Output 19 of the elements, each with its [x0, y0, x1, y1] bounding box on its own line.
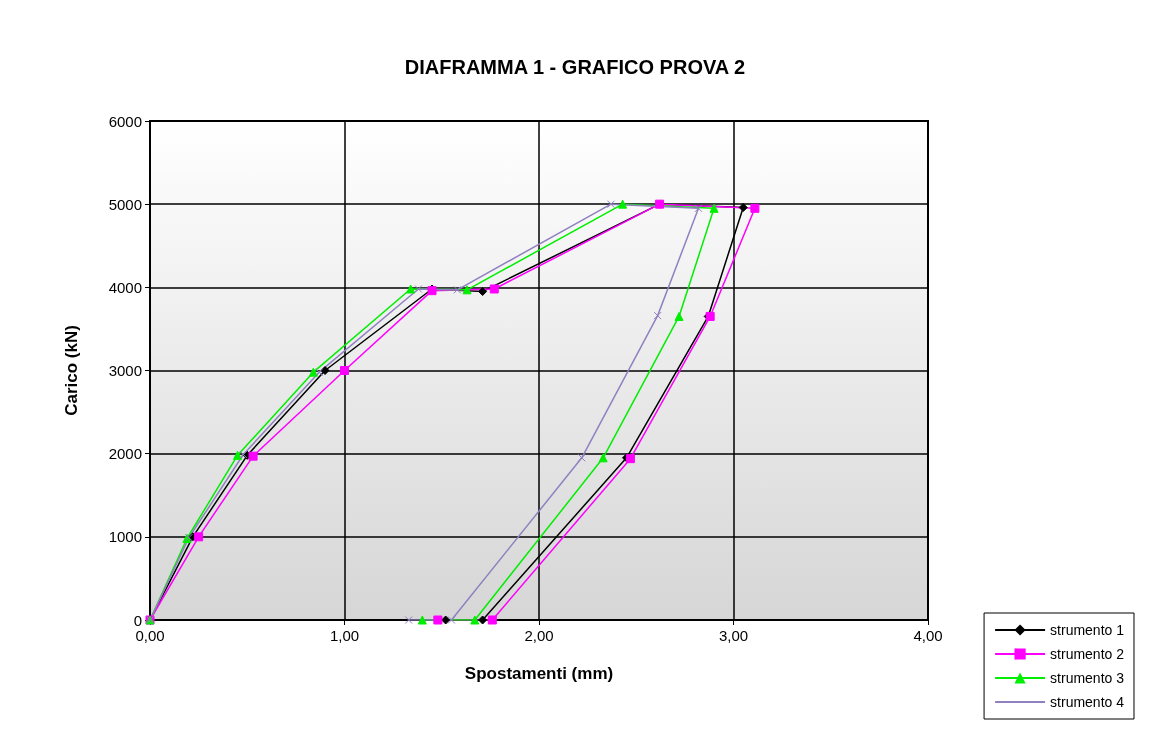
y-tick-label: 1000: [108, 528, 142, 546]
y-tick-label: 6000: [108, 112, 142, 130]
y-tick-label: 0: [133, 611, 142, 629]
y-tick-label: 5000: [108, 195, 142, 213]
y-tick-label: 3000: [108, 362, 142, 379]
x-axis-title: Spostamenti (mm): [464, 664, 614, 683]
x-tick-label: 4,00: [913, 627, 943, 644]
y-tick-label: 2000: [108, 445, 142, 463]
y-tick-label: 4000: [108, 278, 142, 296]
y-axis-title: Carico (kN): [62, 325, 81, 416]
legend-label: strumento 4: [1050, 694, 1125, 710]
x-tick-label: 2,00: [524, 627, 554, 644]
legend-label: strumento 1: [1050, 622, 1125, 638]
x-tick-label: 0,00: [135, 627, 165, 644]
chart-title: DIAFRAMMA 1 - GRAFICO PROVA 2: [404, 56, 746, 78]
x-tick-label: 3,00: [718, 627, 749, 644]
x-tick-label: 1,00: [329, 627, 360, 644]
legend-label: strumento 2: [1050, 646, 1125, 662]
legend-label: strumento 3: [1050, 670, 1125, 686]
